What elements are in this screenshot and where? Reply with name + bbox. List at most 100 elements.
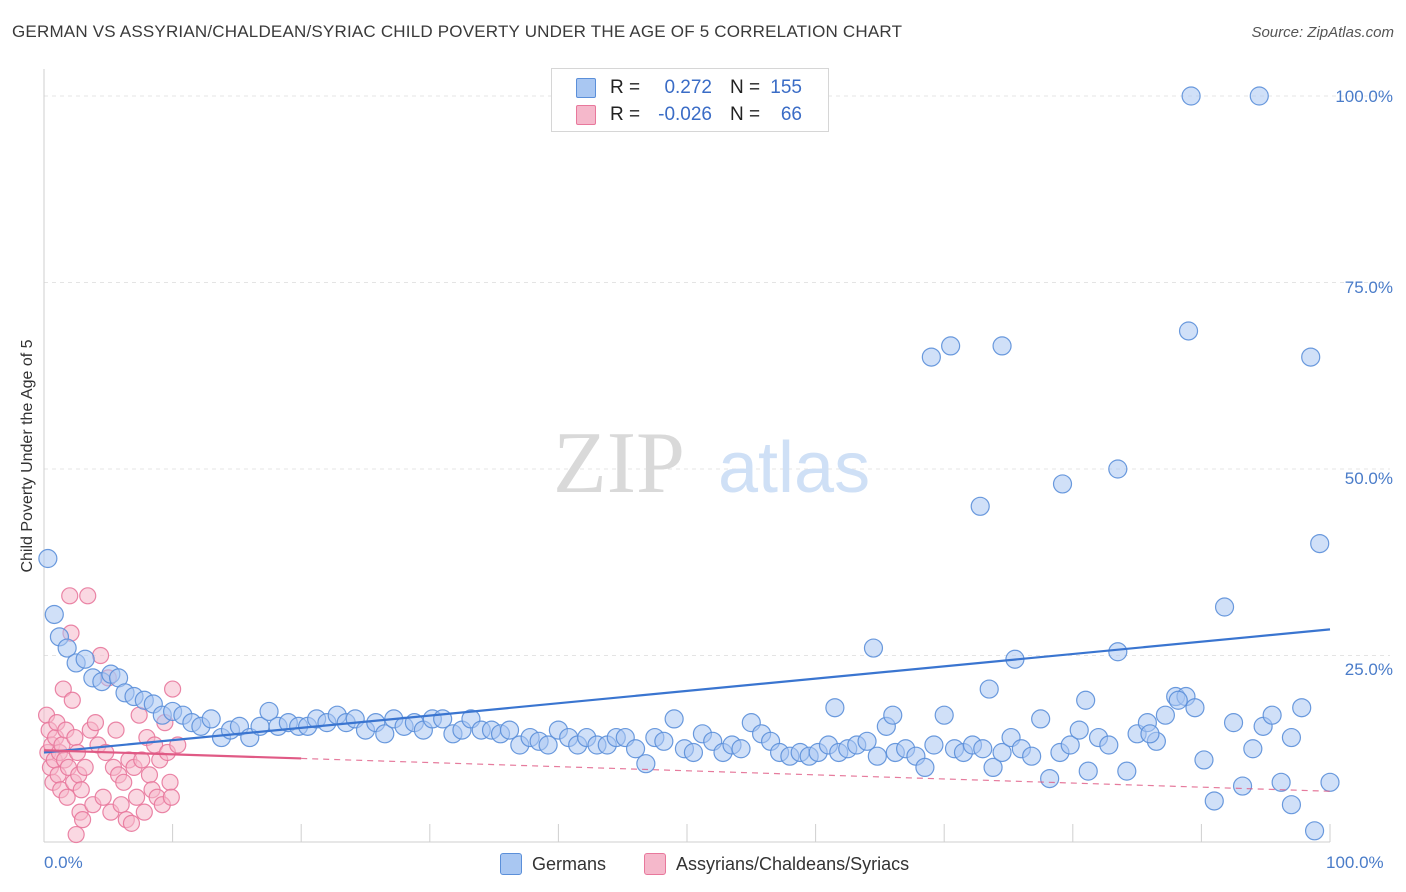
point-german xyxy=(664,709,684,729)
point-assyrian xyxy=(91,646,110,665)
point-german xyxy=(1078,761,1098,781)
point-german xyxy=(883,705,903,725)
point-german xyxy=(857,731,877,751)
point-assyrian xyxy=(61,587,79,605)
bottom-legend-label-assyrians: Assyrians/Chaldeans/Syriacs xyxy=(676,854,910,874)
point-german xyxy=(979,679,999,699)
point-german xyxy=(1155,705,1175,725)
y-tick-label-75: 75.0% xyxy=(1344,278,1393,297)
point-german xyxy=(1281,727,1302,748)
point-german xyxy=(1249,86,1269,106)
legend-r-value: -0.026 xyxy=(658,104,712,125)
point-german xyxy=(1301,347,1321,367)
point-german xyxy=(1052,474,1073,494)
point-german xyxy=(1281,795,1302,815)
watermark-zip: ZIP xyxy=(553,415,685,512)
point-german xyxy=(538,735,558,755)
point-german xyxy=(924,735,944,755)
point-assyrian xyxy=(67,825,85,844)
point-assyrian xyxy=(94,788,112,806)
point-assyrian xyxy=(66,728,84,747)
point-german xyxy=(983,757,1003,778)
legend-n-label: N = xyxy=(730,77,761,98)
watermark-atlas: atlas xyxy=(718,428,870,508)
point-german xyxy=(1320,772,1340,792)
point-assyrian xyxy=(72,781,90,799)
point-german xyxy=(1292,698,1312,718)
point-german xyxy=(499,720,520,740)
bottom-legend-swatch-assyrians xyxy=(644,853,666,875)
point-assyrian xyxy=(86,714,105,732)
point-german xyxy=(375,724,395,744)
point-assyrian xyxy=(112,796,130,814)
y-tick-label-100: 100.0% xyxy=(1335,87,1393,106)
point-german xyxy=(1243,739,1263,759)
x-tick-label-100: 100.0% xyxy=(1326,853,1384,872)
point-german xyxy=(731,739,751,759)
legend-row-germans: R = 0.272 N = 155 xyxy=(552,73,828,101)
point-assyrian xyxy=(79,587,97,605)
trendline-germans xyxy=(43,628,1331,754)
point-german xyxy=(921,347,941,367)
point-german xyxy=(259,701,279,722)
y-axis-label: Child Poverty Under the Age of 5 xyxy=(19,339,36,573)
point-german xyxy=(863,638,884,658)
point-assyrian xyxy=(122,814,141,832)
point-assyrian xyxy=(54,680,72,698)
legend-r-value: 0.272 xyxy=(664,77,712,98)
point-german xyxy=(1223,713,1244,733)
point-german xyxy=(1031,709,1051,729)
point-german xyxy=(970,496,990,516)
point-assyrian xyxy=(63,691,81,709)
point-german xyxy=(992,336,1012,356)
point-german xyxy=(825,698,845,718)
legend-r-label: R = xyxy=(610,77,641,98)
point-german xyxy=(1140,724,1160,744)
point-assyrian xyxy=(127,788,146,806)
point-assyrian xyxy=(73,811,92,829)
y-tick-label-50: 50.0% xyxy=(1344,469,1393,488)
legend-swatch-assyrians xyxy=(576,105,596,125)
correlation-legend: R = 0.272 N = 155 R = -0.026 N = 66 xyxy=(551,68,829,132)
point-assyrian xyxy=(133,751,151,769)
legend-r-label: R = xyxy=(610,104,641,125)
point-assyrian xyxy=(58,788,76,806)
point-german xyxy=(1069,720,1089,740)
point-german xyxy=(1060,735,1080,755)
x-tick-label-0: 0.0% xyxy=(44,853,83,872)
point-german xyxy=(1204,791,1224,811)
trendline-assyrians-solid xyxy=(43,749,302,760)
point-german xyxy=(1076,690,1096,710)
point-german xyxy=(625,739,646,759)
point-assyrian xyxy=(161,773,179,791)
point-assyrian xyxy=(140,766,159,784)
point-german xyxy=(683,742,704,763)
bottom-legend-label-germans: Germans xyxy=(532,854,607,874)
y-tick-label-25: 25.0% xyxy=(1344,660,1393,679)
point-german xyxy=(1271,772,1291,792)
point-assyrian xyxy=(115,773,133,791)
point-german xyxy=(915,757,935,778)
point-german xyxy=(1181,86,1201,106)
legend-swatch-germans xyxy=(576,78,596,98)
point-assyrian xyxy=(76,758,94,777)
legend-n-value: 155 xyxy=(770,77,802,98)
legend-row-assyrians: R = -0.026 N = 66 xyxy=(552,100,828,128)
point-assyrian xyxy=(162,788,180,806)
point-german xyxy=(1185,698,1205,718)
point-german xyxy=(973,739,993,759)
point-german xyxy=(1168,690,1188,710)
point-german xyxy=(1108,459,1128,479)
point-german xyxy=(1310,533,1330,554)
trendline-assyrians-dashed xyxy=(301,757,1331,792)
point-german xyxy=(1304,821,1325,841)
point-german xyxy=(57,638,77,658)
point-german xyxy=(1178,321,1199,341)
legend-n-value: 66 xyxy=(780,104,802,125)
point-german xyxy=(38,548,58,569)
bottom-legend-swatch-germans xyxy=(500,853,522,875)
source-label: Source: ZipAtlas.com xyxy=(1251,24,1394,41)
point-german xyxy=(1262,705,1282,725)
legend-n-label: N = xyxy=(730,104,761,125)
point-german xyxy=(1232,776,1253,796)
